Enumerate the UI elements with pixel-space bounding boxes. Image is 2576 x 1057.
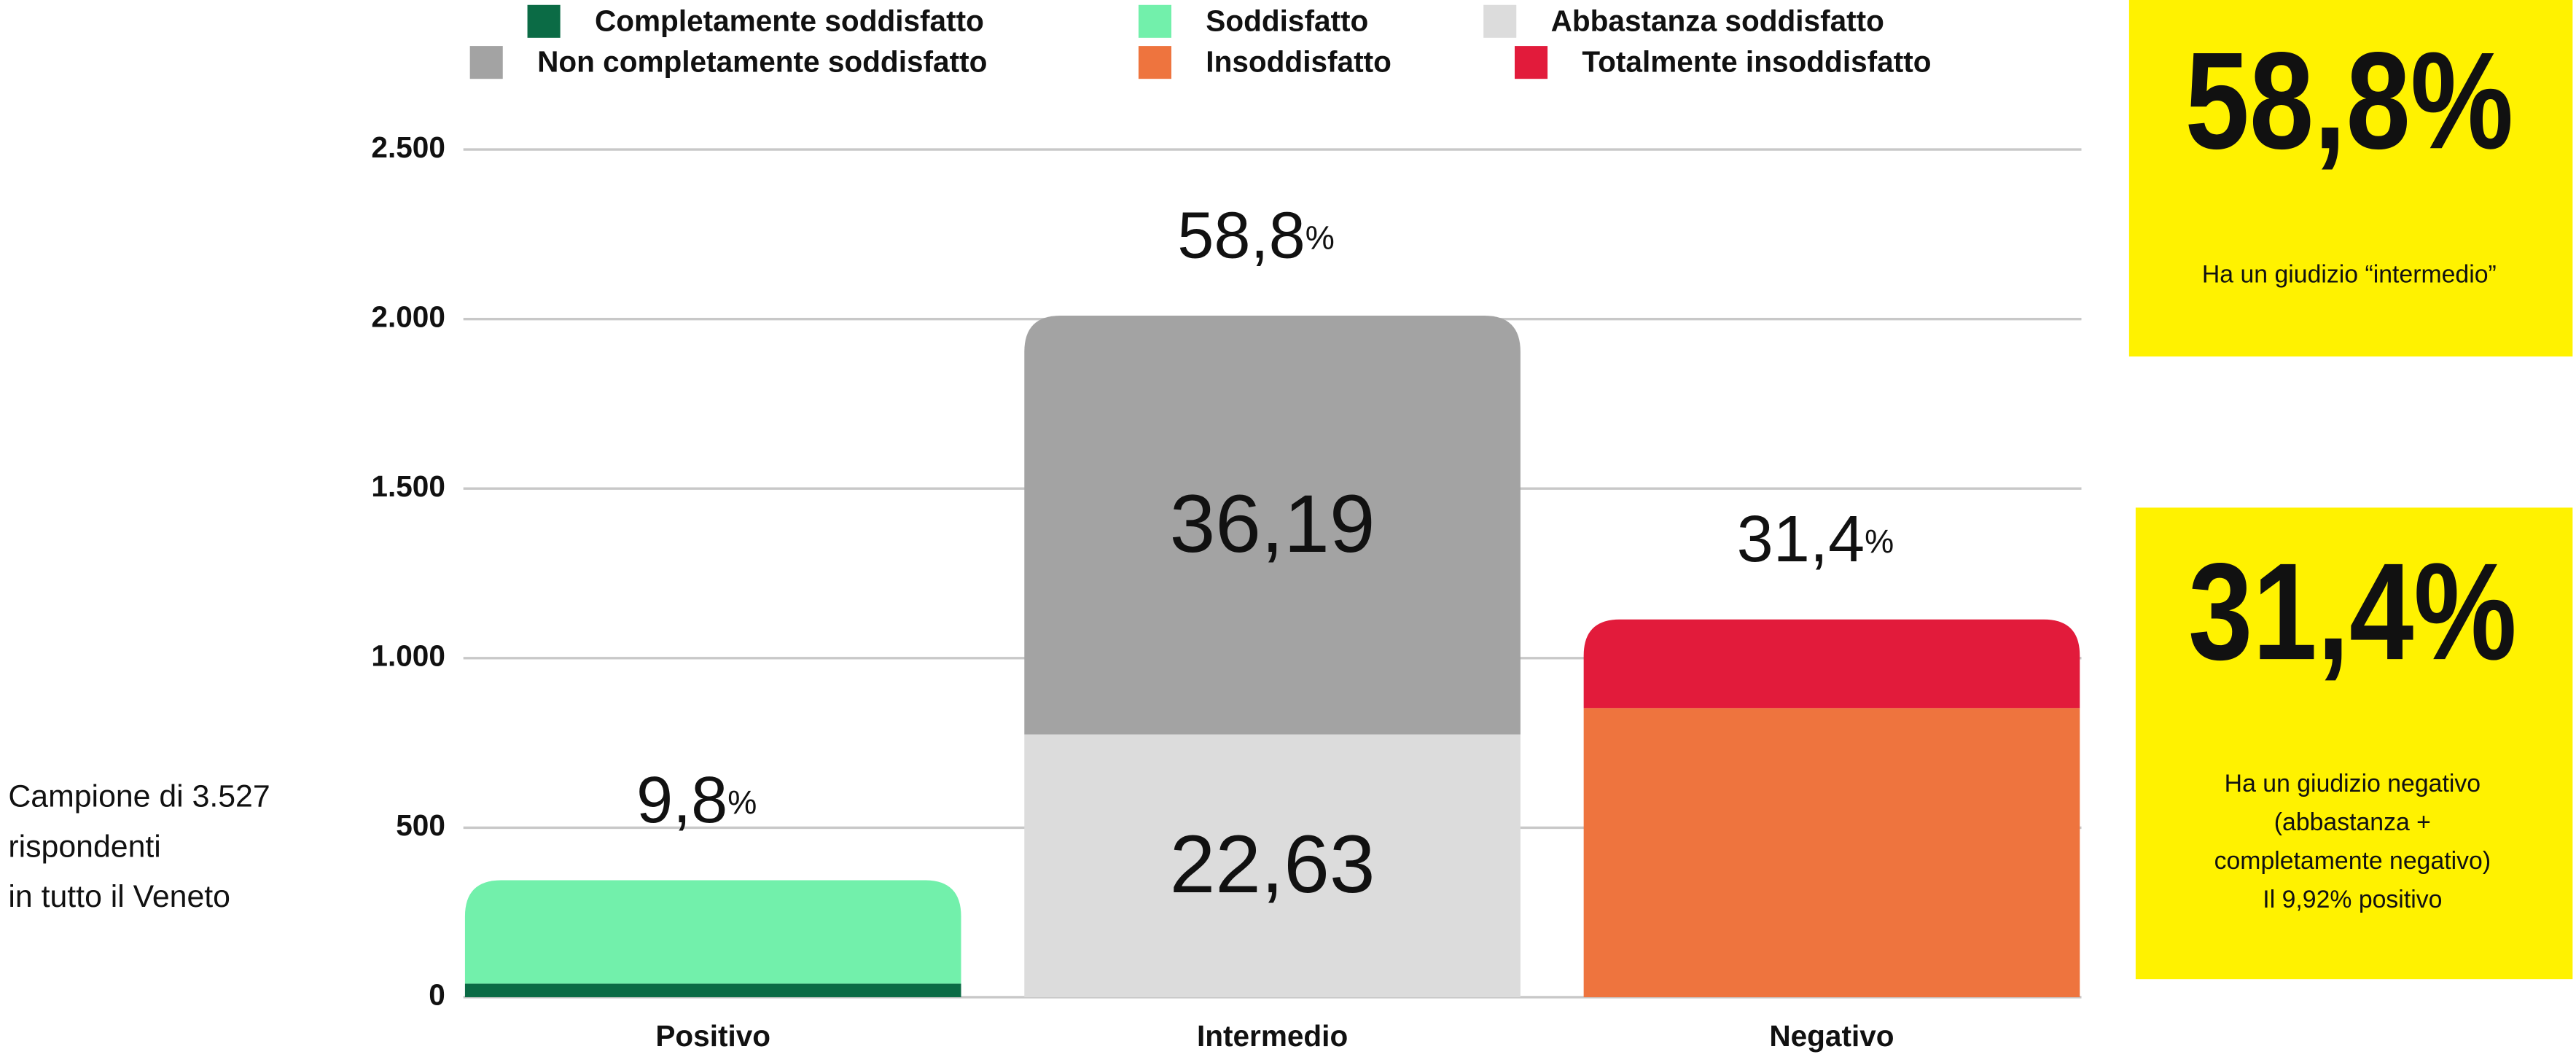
total-label-number: 9,8	[636, 763, 727, 837]
callout-text: completamente negativo)	[2214, 847, 2491, 875]
total-label-unit: %	[1865, 523, 1894, 560]
legend-swatch	[1515, 46, 1548, 79]
legend-label: Insoddisfatto	[1206, 45, 1392, 79]
callout-value: 31,4%	[2188, 535, 2517, 689]
bar-segment	[464, 983, 961, 997]
y-tick-label: 2.000	[371, 300, 445, 333]
total-label: 58,8%	[1177, 198, 1335, 272]
total-label-number: 58,8	[1177, 198, 1305, 272]
legend-swatch	[469, 46, 503, 79]
bar-segment	[1583, 708, 2080, 997]
bar-segment	[1024, 316, 1521, 735]
callout-text: Il 9,92% positivo	[2263, 886, 2442, 913]
total-label-unit: %	[1305, 219, 1335, 256]
x-tick-label: Positivo	[655, 1019, 770, 1053]
side-note: in tutto il Veneto	[8, 879, 230, 914]
callout-text: (abbastanza +	[2274, 808, 2431, 836]
legend-label: Soddisfatto	[1206, 4, 1368, 37]
segment-label: 36,19	[1170, 477, 1375, 569]
legend-swatch	[1138, 46, 1171, 79]
callout-box	[2135, 507, 2573, 980]
y-tick-label: 2.500	[371, 130, 445, 164]
x-tick-label: Negativo	[1769, 1019, 1894, 1053]
legend-label: Abbastanza soddisfatto	[1551, 4, 1884, 37]
legend-label: Non completamente soddisfatto	[537, 45, 987, 79]
legend-swatch	[1483, 4, 1517, 38]
side-note: Campione di 3.527	[8, 779, 270, 814]
side-note: rispondenti	[8, 829, 160, 864]
x-tick-label: Intermedio	[1197, 1019, 1348, 1053]
legend-swatch	[527, 4, 561, 38]
legend-label: Totalmente insoddisfatto	[1582, 45, 1931, 79]
bar-segment	[1583, 619, 2080, 709]
bar-segment	[1024, 734, 1521, 997]
bar-segment	[464, 880, 961, 984]
callout-text: Ha un giudizio “intermedio”	[2202, 261, 2497, 289]
legend-label: Completamente soddisfatto	[595, 4, 984, 37]
callout-value: 58,8%	[2185, 24, 2513, 178]
total-label: 9,8%	[636, 763, 757, 837]
legend-swatch	[1138, 4, 1171, 38]
y-tick-label: 0	[429, 978, 445, 1012]
y-tick-label: 500	[396, 808, 445, 842]
total-label-unit: %	[727, 784, 757, 821]
segment-label: 22,63	[1170, 818, 1375, 910]
total-label: 31,4%	[1737, 502, 1894, 576]
callout-text: Ha un giudizio negativo	[2225, 770, 2481, 797]
y-tick-label: 1.000	[371, 639, 445, 673]
total-label-number: 31,4	[1737, 502, 1865, 576]
y-tick-label: 1.500	[371, 469, 445, 503]
callout-box	[2128, 0, 2573, 357]
